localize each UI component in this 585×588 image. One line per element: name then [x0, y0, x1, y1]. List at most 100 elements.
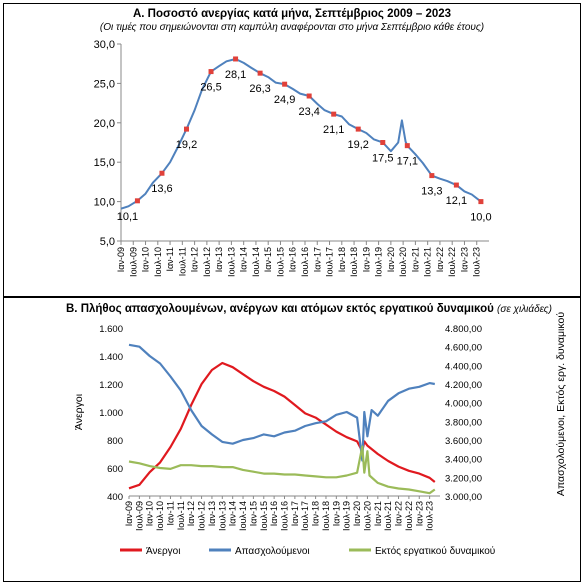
chart-a-x-tick-label: Ιαν-23: [459, 247, 469, 272]
chart-b-x-tick-label: Ιαν-12: [186, 501, 196, 526]
chart-a-data-label: 24,9: [274, 94, 295, 106]
chart-a-x-tick-label: Ιουλ-17: [325, 247, 335, 277]
chart-a-data-point: [134, 198, 140, 204]
chart-a-y-tick-label: 5,0: [100, 236, 115, 248]
chart-a-y-tick-label: 25,0: [94, 78, 115, 90]
chart-a-data-label: 10,0: [470, 212, 491, 224]
chart-a-x-tick-label: Ιουλ-11: [177, 247, 187, 276]
chart-b-x-tick-label: Ιαν-22: [394, 501, 404, 526]
chart-a-x-tick-label: Ιαν-19: [361, 247, 371, 272]
chart-a-x-tick-label: Ιουλ-23: [472, 247, 482, 277]
chart-b-x-tick-label: Ιουλ-13: [217, 501, 227, 531]
chart-a-data-label: 17,1: [397, 156, 418, 168]
chart-a-x-tick-label: Ιαν-16: [288, 247, 298, 272]
chart-b-y2-axis-label: Απασχολούμενοι, Εκτός εργ. δυναμικού: [555, 312, 567, 496]
chart-a-x-tick-label: Ιουλ-20: [398, 247, 408, 277]
chart-b-y2-tick-label: 3.000,00: [445, 492, 482, 503]
chart-a-data-label: 17,5: [372, 153, 393, 165]
chart-a-x-tick-label: Ιουλ-14: [251, 247, 261, 277]
chart-b-x-tick-label: Ιαν-09: [124, 501, 134, 526]
chart-a-data-label: 26,5: [200, 82, 221, 94]
chart-b-y-tick-label: 600: [107, 464, 123, 475]
chart-b-y2-tick-label: 3.400,00: [445, 455, 482, 466]
chart-a-x-tick-label: Ιουλ-19: [374, 247, 384, 277]
chart-a-x-tick-label: Ιαν-12: [190, 247, 200, 272]
chart-b-x-tick-label: Ιαν-17: [290, 501, 300, 526]
chart-b-svg: 400 600 800 1.000 1.200 1.400 1.600 3.000,00 3.2…: [73, 312, 567, 557]
chart-a-data-point: [159, 170, 165, 176]
chart-a-data-label: 26,3: [249, 83, 270, 95]
chart-b-x-tick-label: Ιαν-18: [311, 501, 321, 526]
chart-a-x-tick-label: Ιαν-14: [239, 247, 249, 272]
chart-b-x-tick-label: Ιαν-11: [165, 501, 175, 526]
chart-a-y-tick-label: 15,0: [94, 157, 115, 169]
chart-a-x-tick-label: Ιουλ-16: [300, 247, 310, 277]
chart-b-series-line: [128, 445, 436, 495]
chart-b-y-tick-label: 1.200: [99, 380, 123, 391]
chart-a-data-point: [184, 126, 190, 132]
chart-a-data-point: [355, 126, 361, 132]
chart-b-x-tick-label: Ιουλ-20: [362, 501, 372, 531]
chart-a-x-tick-label: Ιουλ-22: [447, 247, 457, 277]
chart-a-subtitle: (Οι τιμές που σημειώνονται στη καμπύλη α…: [99, 22, 485, 33]
chart-a-data-label: 19,2: [176, 139, 197, 151]
chart-a-data-label: 19,2: [348, 139, 369, 151]
chart-a-data-label: 23,4: [298, 106, 319, 118]
chart-a-x-tick-label: Ιουλ-13: [226, 247, 236, 277]
chart-b-x-tick-label: Ιουλ-12: [197, 501, 207, 531]
chart-a-data-point: [478, 199, 484, 205]
chart-b-x-tick-label: Ιουλ-22: [404, 501, 414, 531]
chart-b-x-tick-label: Ιαν-13: [207, 501, 217, 526]
chart-a-x-tick-label: Ιουλ-21: [423, 247, 433, 277]
chart-b-x-tick-label: Ιαν-15: [248, 501, 258, 526]
chart-b-y-tick-label: 1.600: [99, 324, 123, 335]
chart-a-data-label: 13,6: [151, 183, 172, 195]
chart-a-x-tick-label: Ιαν-18: [337, 247, 347, 272]
chart-a-data-point: [331, 111, 337, 117]
chart-a-data-point: [208, 69, 214, 75]
chart-b-x-tick-label: Ιουλ-23: [425, 501, 435, 531]
chart-b-x-tick-label: Ιουλ-19: [342, 501, 352, 531]
chart-b-title: Β. Πλήθος απασχολουμένων, ανέργων και ατ…: [66, 303, 494, 315]
chart-b-y2-tick-label: 4.800,00: [445, 324, 482, 335]
chart-b-series-line: [128, 361, 436, 490]
chart-a-y-tick-label: 30,0: [94, 39, 115, 51]
chart-a-data-point: [257, 70, 263, 76]
chart-a-data-label: 12,1: [446, 195, 467, 207]
chart-b-x-tick-label: Ιαν-14: [228, 501, 238, 526]
chart-a-x-tick-label: Ιαν-17: [312, 247, 322, 272]
chart-a-data-point: [429, 173, 435, 179]
chart-a-x-tick-label: Ιαν-13: [214, 247, 224, 272]
chart-a-x-tick-label: Ιουλ-12: [202, 247, 212, 277]
chart-b-series-line: [128, 343, 435, 462]
chart-b-x-tick-label: Ιαν-20: [352, 501, 362, 526]
chart-a-x-tick-label: Ιουλ-10: [153, 247, 163, 277]
chart-b-x-tick-label: Ιαν-21: [373, 501, 383, 526]
chart-b-y2-tick-label: 4.000,00: [445, 399, 482, 410]
chart-a-x-tick-label: Ιουλ-18: [349, 247, 359, 277]
chart-a-x-tick-label: Ιαν-21: [410, 247, 420, 272]
chart-panel-b: Β. Πλήθος απασχολουμένων, ανέργων και ατ…: [3, 297, 581, 582]
chart-b-x-tick-label: Ιουλ-16: [280, 501, 290, 531]
chart-b-y-tick-label: 1.400: [99, 352, 123, 363]
chart-a-data-point: [380, 140, 386, 145]
chart-a-x-tick-label: Ιαν-20: [386, 247, 396, 272]
chart-b-y2-tick-label: 3.200,00: [445, 473, 482, 484]
chart-a-x-tick-label: Ιαν-15: [263, 247, 273, 272]
chart-b-y2-tick-label: 4.600,00: [445, 343, 482, 354]
chart-a-x-tick-label: Ιαν-09: [116, 247, 126, 272]
chart-b-x-tick-label: Ιουλ-17: [300, 501, 310, 531]
chart-b-x-tick-label: Ιουλ-10: [155, 501, 165, 531]
chart-a-data-point: [306, 93, 312, 99]
chart-a-x-tick-label: Ιουλ-15: [275, 247, 285, 277]
chart-a-data-point: [404, 143, 410, 149]
chart-b-y-tick-label: 400: [107, 492, 123, 503]
chart-b-x-tick-label: Ιουλ-14: [238, 501, 248, 531]
chart-a-data-label: 10,1: [117, 211, 138, 223]
chart-a-x-tick-label: Ιαν-11: [165, 247, 175, 272]
chart-a-data-label: 28,1: [225, 69, 246, 81]
chart-b-x-tick-label: Ιουλ-15: [259, 501, 269, 531]
chart-a-data-point: [453, 182, 459, 188]
chart-b-title-block: Β. Πλήθος απασχολουμένων, ανέργων και ατ…: [66, 303, 552, 315]
